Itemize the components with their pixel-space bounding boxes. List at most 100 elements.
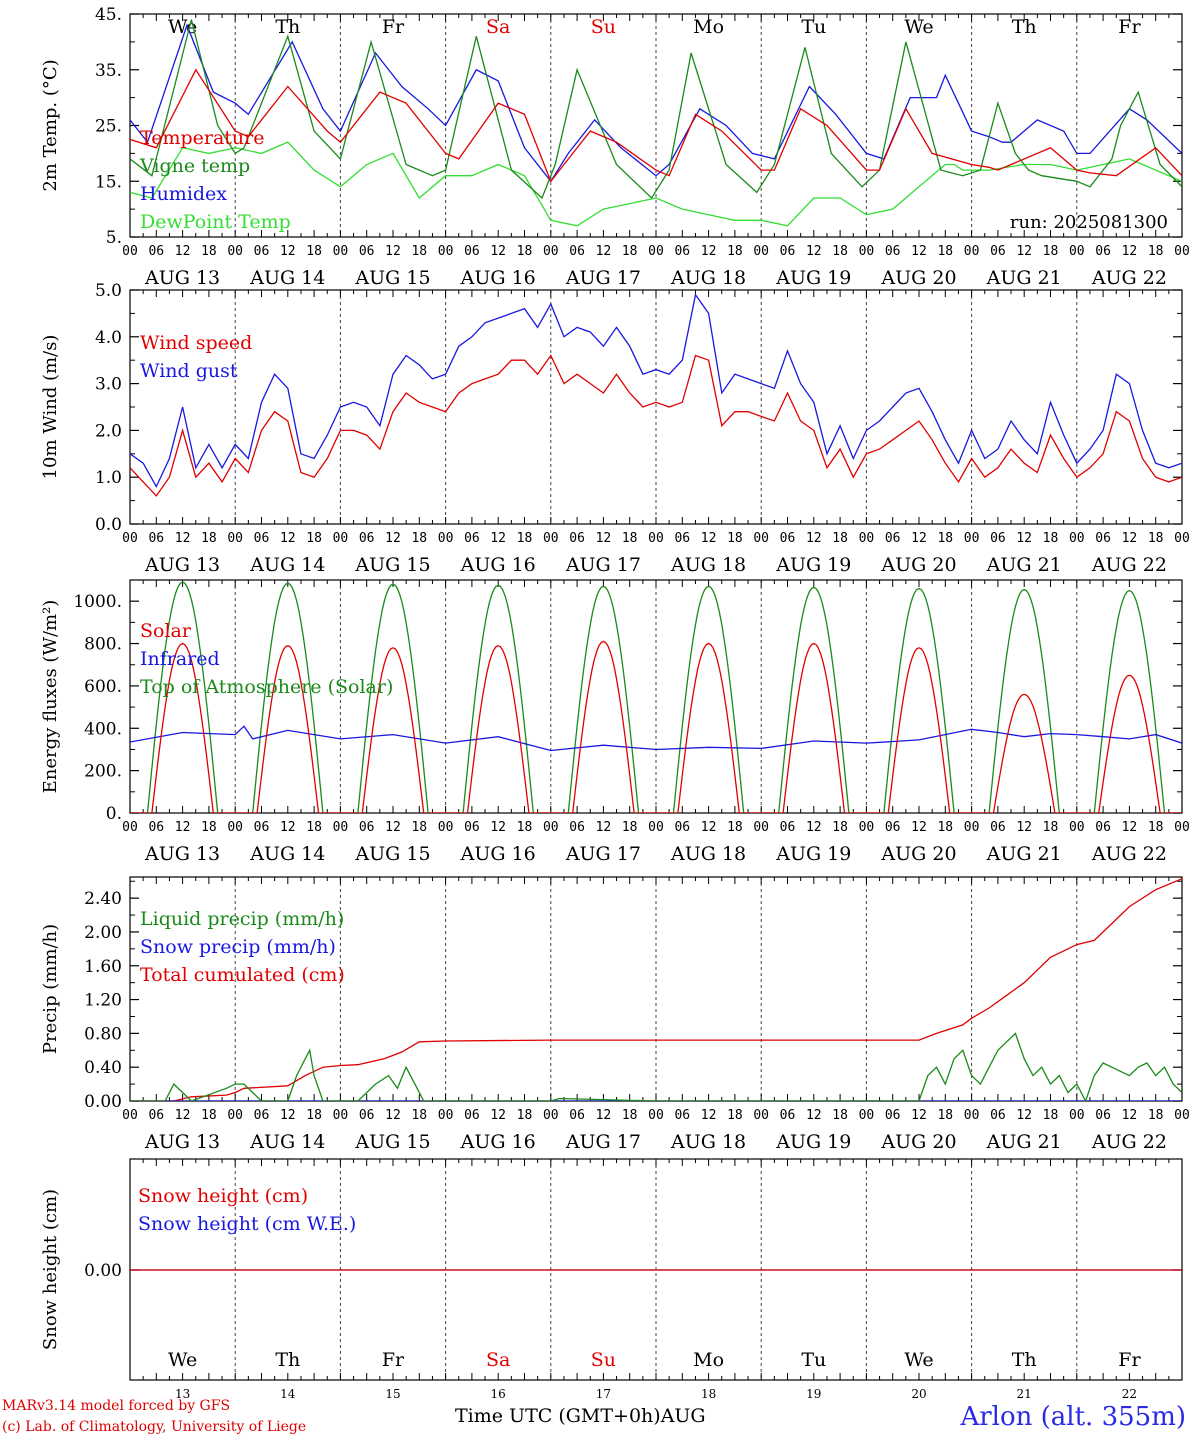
hour-tick-label: 12 [701, 244, 717, 259]
date-label: AUG 17 [565, 554, 641, 576]
legend-solar: Solar [140, 620, 192, 642]
hour-tick-label: 00 [1069, 1108, 1085, 1123]
series-liquid-precip-mm-h-line [130, 1032, 1182, 1101]
y-tick-label: 5. [106, 228, 122, 248]
day-name-label: Su [591, 1349, 616, 1371]
hour-tick-label: 06 [1095, 1108, 1111, 1123]
date-label: AUG 15 [354, 843, 430, 865]
hour-tick-label: 00 [227, 820, 243, 835]
hour-tick-label: 12 [280, 531, 296, 546]
hour-tick-label: 06 [885, 1108, 901, 1123]
hour-tick-label: 12 [280, 1108, 296, 1123]
hour-tick-label: 18 [306, 1108, 322, 1123]
date-label: AUG 18 [670, 843, 746, 865]
hour-tick-label: 12 [596, 1108, 612, 1123]
hour-tick-label: 18 [832, 531, 848, 546]
hour-tick-label: 18 [1043, 1108, 1059, 1123]
series-solar-line [130, 640, 1182, 813]
date-label: AUG 16 [460, 554, 536, 576]
date-label: AUG 19 [775, 1131, 851, 1153]
y-tick-label: 0.00 [84, 1092, 122, 1112]
panel-1-frame [129, 13, 1183, 238]
hour-tick-label: 12 [911, 820, 927, 835]
y-tick-label: 3.0 [95, 375, 122, 395]
hour-tick-label: 12 [596, 820, 612, 835]
day-number-label: 18 [701, 1387, 716, 1401]
hour-tick-label: 00 [333, 820, 349, 835]
hour-tick-label: 06 [254, 244, 270, 259]
hour-tick-label: 18 [411, 1108, 427, 1123]
day-name-label: Th [1012, 16, 1037, 38]
day-name-label: Fr [382, 16, 405, 38]
date-label: AUG 19 [775, 267, 851, 289]
y-tick-label: 1.60 [84, 957, 122, 977]
hour-tick-label: 00 [964, 244, 980, 259]
date-label: AUG 14 [249, 554, 325, 576]
hour-tick-label: 18 [201, 1108, 217, 1123]
hour-tick-label: 12 [1122, 1108, 1138, 1123]
date-label: AUG 16 [460, 1131, 536, 1153]
hour-tick-label: 00 [964, 1108, 980, 1123]
hour-tick-label: 06 [254, 820, 270, 835]
hour-tick-label: 06 [674, 244, 690, 259]
station-label: Arlon (alt. 355m) [960, 1402, 1186, 1432]
month-label: AUG [660, 1405, 706, 1427]
hour-tick-label: 18 [1043, 244, 1059, 259]
hour-tick-label: 00 [753, 531, 769, 546]
hour-tick-label: 12 [596, 244, 612, 259]
y-axis-label: Snow height (cm) [40, 1189, 61, 1350]
hour-tick-label: 00 [333, 1108, 349, 1123]
hour-tick-label: 12 [1016, 244, 1032, 259]
day-number-label: 20 [911, 1387, 926, 1401]
hour-tick-label: 12 [1122, 244, 1138, 259]
day-name-label: We [904, 16, 933, 38]
day-name-label: Tu [801, 1349, 826, 1371]
hour-tick-label: 12 [280, 244, 296, 259]
date-label: AUG 22 [1091, 1131, 1167, 1153]
y-tick-label: 25. [95, 117, 122, 137]
lab-credit: (c) Lab. of Climatology, University of L… [2, 1419, 307, 1435]
hour-tick-label: 06 [569, 244, 585, 259]
hour-tick-label: 18 [411, 244, 427, 259]
hour-tick-label: 12 [1016, 1108, 1032, 1123]
hour-tick-label: 18 [1148, 820, 1164, 835]
date-label: AUG 22 [1091, 843, 1167, 865]
date-label: AUG 20 [880, 1131, 956, 1153]
hour-tick-label: 06 [780, 1108, 796, 1123]
hour-tick-label: 06 [780, 820, 796, 835]
hour-tick-label: 12 [175, 244, 191, 259]
hour-tick-label: 12 [1016, 820, 1032, 835]
y-axis-label: Energy fluxes (W/m²) [40, 600, 61, 794]
hour-tick-label: 06 [148, 1108, 164, 1123]
hour-tick-label: 00 [438, 244, 454, 259]
hour-tick-label: 18 [937, 531, 953, 546]
date-label: AUG 15 [354, 267, 430, 289]
hour-tick-label: 18 [1043, 820, 1059, 835]
hour-tick-label: 18 [517, 1108, 533, 1123]
hour-tick-label: 12 [806, 244, 822, 259]
day-name-label: Mo [693, 1349, 724, 1371]
y-tick-label: 0.0 [95, 515, 122, 535]
hour-tick-label: 12 [701, 531, 717, 546]
y-tick-label: 4.0 [95, 328, 122, 348]
day-number-label: 21 [1017, 1387, 1032, 1401]
hour-tick-label: 06 [885, 244, 901, 259]
series-humidex-line [130, 23, 1182, 183]
date-label: AUG 20 [880, 843, 956, 865]
hour-tick-label: 00 [753, 244, 769, 259]
hour-tick-label: 12 [596, 531, 612, 546]
hour-tick-label: 06 [359, 244, 375, 259]
series-wind-speed-line [130, 354, 1182, 497]
hour-tick-label: 06 [990, 820, 1006, 835]
legend-top-of-atmosphere-solar: Top of Atmosphere (Solar) [140, 676, 393, 698]
hour-tick-label: 00 [122, 531, 138, 546]
hour-tick-label: 18 [622, 820, 638, 835]
hour-tick-label: 00 [122, 1108, 138, 1123]
time-axis-text: Time UTC (GMT+0h) [455, 1405, 661, 1427]
day-number-label: 22 [1122, 1387, 1137, 1401]
hour-tick-label: 18 [832, 244, 848, 259]
hour-tick-label: 18 [201, 531, 217, 546]
hour-tick-label: 06 [359, 531, 375, 546]
series-temperature-line [130, 68, 1182, 183]
date-label: AUG 20 [880, 267, 956, 289]
